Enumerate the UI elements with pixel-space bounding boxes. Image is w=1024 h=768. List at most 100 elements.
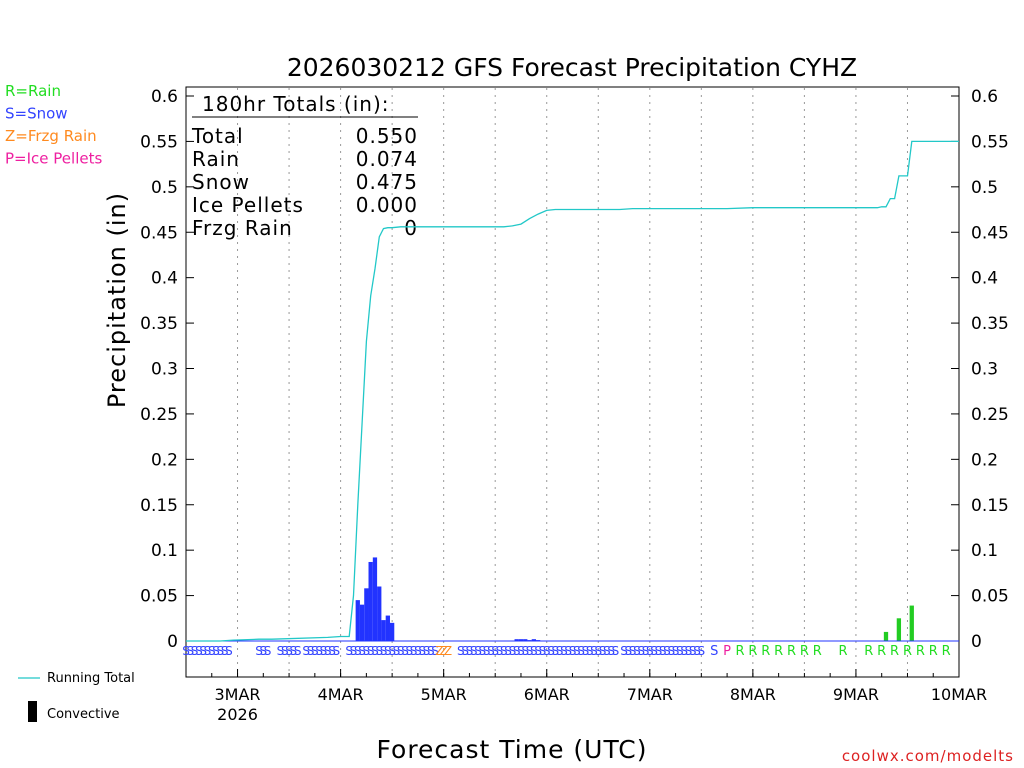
type-mark-s: S [625,644,633,658]
type-mark-s: S [307,644,315,658]
type-mark-s: S [496,644,504,658]
y-tick-label-left: 0.5 [151,178,178,198]
precip-bar [389,622,395,641]
type-mark-s: S [594,644,602,658]
type-mark-s: S [397,644,405,658]
legend-r: R=Rain [5,82,61,100]
type-mark-s: S [569,644,577,658]
totals-value: 0.000 [356,193,418,217]
precip-bar [359,604,365,641]
y-tick-label-left: 0.35 [140,314,178,334]
totals-rows: Total 0.550 Rain 0.074 Snow 0.475 Ice Pellets 0… [191,124,418,240]
type-mark-s: S [217,644,225,658]
type-mark-s: S [259,644,267,658]
running-total-legend-label: Running Total [47,671,135,686]
type-mark-s: S [543,644,551,658]
totals-box: 180hr Totals (in): Total 0.550 Rain 0.074 Sn… [191,92,418,240]
type-mark-s: S [487,644,495,658]
type-mark-s: S [204,644,212,658]
type-mark-s: S [431,644,439,658]
running-total-series [186,140,959,642]
y-tick-label-right: 0 [971,632,982,652]
type-mark-s: S [646,644,654,658]
type-mark-s: S [199,644,207,658]
y-tick-label-right: 0.5 [971,178,998,198]
totals-value: 0 [404,216,418,240]
type-mark-s: S [564,644,572,658]
y-tick-label-left: 0.05 [140,587,178,607]
legend-z: Z=Frzg Rain [5,127,97,145]
type-mark-s: S [466,644,474,658]
type-mark-s: S [509,644,517,658]
x-tick-label: 5MAR [421,685,467,704]
type-mark-s: S [582,644,590,658]
type-mark-s: S [410,644,418,658]
x-tick-label: 4MAR [318,685,364,704]
type-mark-s: S [530,644,538,658]
type-mark-s: S [556,644,564,658]
type-mark-s: S [685,644,693,658]
precip-bar [385,615,390,641]
type-legend: R=Rain S=Snow Z=Frzg Rain P=Ice Pellets [5,82,102,168]
precip-bar [377,586,382,641]
type-mark-s: S [693,644,701,658]
type-letter-s: S [710,644,718,659]
totals-label: Snow [192,170,250,194]
x-tick-label: 10MAR [931,685,987,704]
x-tick-label: 7MAR [627,685,673,704]
y-tick-label-right: 0.1 [971,541,998,561]
type-letter-r: R [774,644,783,659]
type-mark-s: S [629,644,637,658]
type-mark-s: S [560,644,568,658]
totals-value: 0.475 [356,170,418,194]
type-letter-r: R [942,644,951,659]
type-mark-s: S [332,644,340,658]
type-letter-r: R [748,644,757,659]
type-mark-s: S [676,644,684,658]
type-mark-s: S [526,644,534,658]
type-mark-s: S [277,644,285,658]
type-mark-s: S [547,644,555,658]
y-tick-label-left: 0.2 [151,450,178,470]
precip-bar [531,639,536,641]
precip-bar [381,620,386,641]
type-letter-r: R [903,644,912,659]
type-mark-s: S [371,644,379,658]
chart-title: 2026030212 GFS Forecast Precipitation CY… [287,53,857,82]
legend-p: P=Ice Pellets [5,150,102,168]
type-mark-s: S [354,644,362,658]
type-letter-r: R [929,644,938,659]
type-mark-s: S [285,644,293,658]
type-mark-s: S [620,644,628,658]
precip-bar [514,639,519,641]
type-mark-s: S [633,644,641,658]
totals-header: 180hr Totals (in): [202,92,390,116]
totals-label: Total [191,124,244,148]
precip-bar [368,561,373,641]
type-mark-s: S [427,644,435,658]
type-letter-r: R [839,644,848,659]
y-tick-label-left: 0.3 [151,360,178,380]
type-mark-s: S [667,644,675,658]
type-mark-s: S [350,644,358,658]
type-mark-z: Z [444,644,452,658]
type-mark-s: S [290,644,298,658]
y-tick-label-right: 0.3 [971,360,998,380]
totals-value: 0.550 [356,124,418,148]
type-mark-s: S [315,644,323,658]
type-mark-s: S [552,644,560,658]
precip-bars [190,557,959,642]
type-letter-r: R [916,644,925,659]
type-mark-s: S [491,644,499,658]
type-mark-s: S [457,644,465,658]
type-mark-s: S [612,644,620,658]
type-letter-p: P [723,644,731,659]
type-mark-s: S [384,644,392,658]
type-letter-r: R [864,644,873,659]
type-mark-s: S [358,644,366,658]
y-tick-label-right: 0.45 [971,223,1009,243]
type-mark-s: S [698,644,706,658]
type-mark-s: S [302,644,310,658]
type-mark-s: S [599,644,607,658]
